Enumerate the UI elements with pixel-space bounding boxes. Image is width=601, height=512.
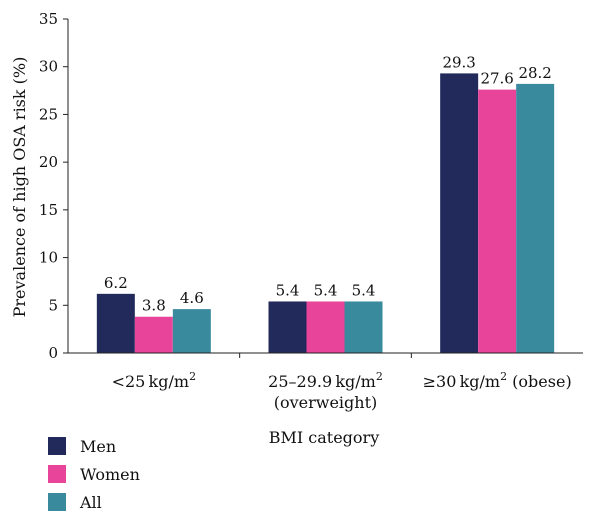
data-label: 27.6	[480, 70, 513, 88]
legend-swatch-women	[48, 465, 66, 483]
data-label: 29.3	[442, 53, 475, 71]
y-tick-label: 5	[48, 296, 58, 314]
y-tick-label: 15	[39, 201, 58, 219]
y-axis: 0 5 10 15 20 25 30 35	[39, 10, 69, 362]
data-label: 5.4	[314, 281, 338, 299]
bar-women	[306, 301, 345, 353]
bars: 6.2 5.4 29.3 3.8 5.4 27.6 4.6 5.4 28.2	[96, 53, 555, 354]
legend-label-all: All	[79, 493, 102, 512]
y-tick-label: 10	[39, 249, 58, 267]
x-axis-title: BMI category	[269, 428, 380, 447]
bar-men	[268, 301, 307, 353]
category-label: ≥30 kg/m2 (obese)	[423, 370, 572, 391]
x-axis: <25 kg/m2 25–29.9 kg/m2 (overweight) ≥30 kg…	[68, 352, 583, 412]
legend-swatch-all	[48, 493, 66, 511]
legend: Men Women All	[48, 437, 140, 512]
data-label: 5.4	[352, 281, 376, 299]
bar-all	[172, 309, 211, 353]
y-tick-label: 25	[39, 105, 58, 123]
data-label: 3.8	[142, 297, 166, 315]
bar-all	[516, 83, 555, 354]
y-tick-label: 30	[39, 58, 58, 76]
legend-swatch-men	[48, 437, 66, 455]
y-tick-label: 35	[39, 10, 58, 28]
category-label-line2: (overweight)	[274, 393, 378, 412]
bar-men	[440, 73, 479, 353]
bar-men	[96, 293, 135, 353]
data-label: 5.4	[276, 281, 300, 299]
category-label: <25 kg/m2	[112, 370, 196, 391]
category-label: 25–29.9 kg/m2	[268, 370, 383, 391]
data-label: 6.2	[104, 274, 128, 292]
legend-label-women: Women	[80, 465, 140, 484]
y-axis-title: Prevalence of high OSA risk (%)	[10, 57, 29, 318]
data-label: 4.6	[180, 289, 204, 307]
bar-women	[134, 316, 173, 353]
y-tick-label: 20	[39, 153, 58, 171]
data-label: 28.2	[518, 64, 551, 82]
bar-all	[344, 301, 383, 353]
y-tick-label: 0	[48, 344, 58, 362]
bar-women	[478, 89, 517, 354]
legend-label-men: Men	[80, 437, 116, 456]
